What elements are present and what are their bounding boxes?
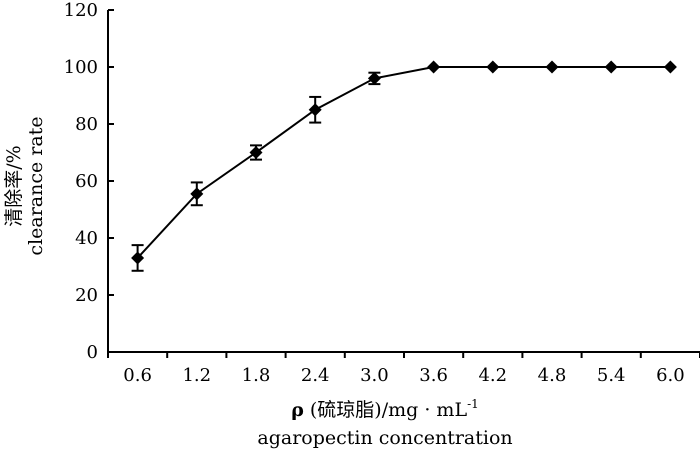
y-tick-label: 20: [75, 285, 98, 306]
x-tick-label: 5.4: [597, 365, 626, 386]
x-tick-label: 6.0: [656, 365, 685, 386]
y-ticks: 0 20 40 60 80 100 120: [64, 0, 114, 363]
y-tick-label: 120: [64, 0, 98, 21]
x-tick-label: 1.2: [182, 365, 211, 386]
x-tick-label: 3.0: [360, 365, 389, 386]
y-tick-label: 60: [75, 171, 98, 192]
data-point-diamond: [604, 60, 618, 74]
x-tick-label: 1.8: [242, 365, 271, 386]
x-axis-label-exponent: -1: [467, 397, 479, 411]
data-point-diamond: [427, 60, 441, 74]
data-point-diamond: [190, 187, 204, 201]
x-tick-label: 3.6: [419, 365, 448, 386]
x-axis-label-unit: (硫琼脂)/mg · mL: [304, 399, 468, 421]
data-point-diamond: [486, 60, 500, 74]
series-line: [136, 66, 671, 259]
x-tick-label: 0.6: [123, 365, 152, 386]
y-axis-label-line1: 清除率/%: [3, 145, 25, 226]
data-point-diamond: [367, 71, 381, 85]
x-tick-label: 4.2: [478, 365, 507, 386]
data-point-diamond: [249, 146, 263, 159]
x-tick-label: 4.8: [538, 365, 567, 386]
y-tick-label: 80: [75, 114, 98, 135]
x-ticks: 0.6 1.2 1.8 2.4 3.0 3.6 4.2 4.8 5.4 6.0: [107, 352, 700, 386]
y-tick-label: 0: [87, 342, 98, 363]
x-axis-label-rho: ρ: [291, 399, 304, 421]
y-axis-label-line2: clearance rate: [25, 116, 47, 255]
data-point-diamond: [308, 103, 322, 117]
x-tick-label: 2.4: [301, 365, 330, 386]
data-point-diamond: [663, 60, 677, 74]
y-tick-label: 40: [75, 228, 98, 249]
y-tick-label: 100: [64, 57, 98, 78]
series-layer: [131, 60, 677, 272]
x-axis-label-line1: ρ (硫琼脂)/mg · mL-1: [291, 397, 479, 421]
data-point-diamond: [131, 251, 145, 265]
x-axis-label-line2: agaropectin concentration: [257, 427, 512, 449]
data-point-diamond: [545, 60, 559, 74]
